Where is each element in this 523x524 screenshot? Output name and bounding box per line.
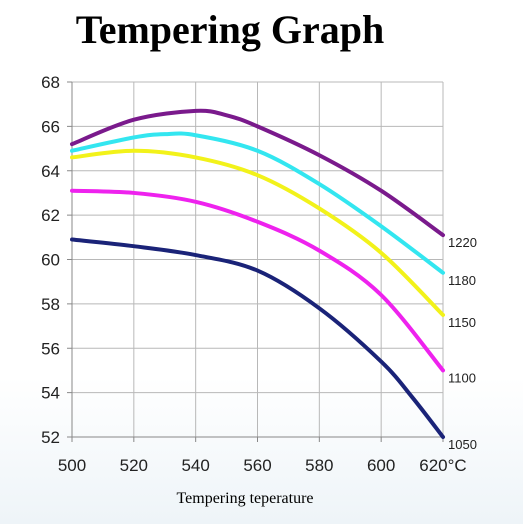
series-line-1150	[70, 148, 445, 317]
series-label-1150: 1150	[448, 315, 476, 330]
series-label-1180: 1180	[448, 273, 476, 288]
series-line-1100	[70, 188, 445, 373]
x-tick-label: 560	[243, 456, 271, 475]
series-line-1220	[70, 108, 445, 238]
y-tick-label: 56	[41, 339, 60, 358]
y-tick-label: 54	[41, 384, 60, 403]
x-tick-label: 600	[367, 456, 395, 475]
x-axis-label: Tempering teperature	[176, 490, 314, 507]
series-line-1180	[70, 131, 445, 275]
x-tick-label: 580	[305, 456, 333, 475]
y-tick-label: 64	[41, 162, 60, 181]
series-label-1100: 1100	[448, 370, 476, 385]
y-tick-label: 58	[41, 295, 60, 314]
x-tick-label: 620°C	[419, 456, 466, 475]
series-label-1050: 1050	[448, 437, 477, 452]
y-tick-label: 66	[41, 117, 60, 136]
x-tick-label: 500	[58, 456, 86, 475]
series-label-1220: 1220	[448, 235, 477, 250]
series-line-1050	[70, 237, 445, 439]
y-tick-label: 60	[41, 251, 60, 270]
axes	[67, 81, 444, 442]
x-tick-label: 520	[120, 456, 148, 475]
tick-labels: 52 54 56 58 60 62 64 66 68 500 520 540 560 580 600 620°…	[41, 73, 467, 475]
x-tick-label: 540	[181, 456, 209, 475]
y-tick-label: 62	[41, 206, 60, 225]
series-labels: 1220 1180 1150 1100 1050	[448, 235, 477, 452]
series-lines	[70, 108, 445, 439]
grid	[72, 81, 444, 437]
y-tick-label: 68	[41, 73, 60, 92]
chart-title: Tempering Graph	[75, 7, 385, 52]
y-tick-label: 52	[41, 428, 60, 447]
